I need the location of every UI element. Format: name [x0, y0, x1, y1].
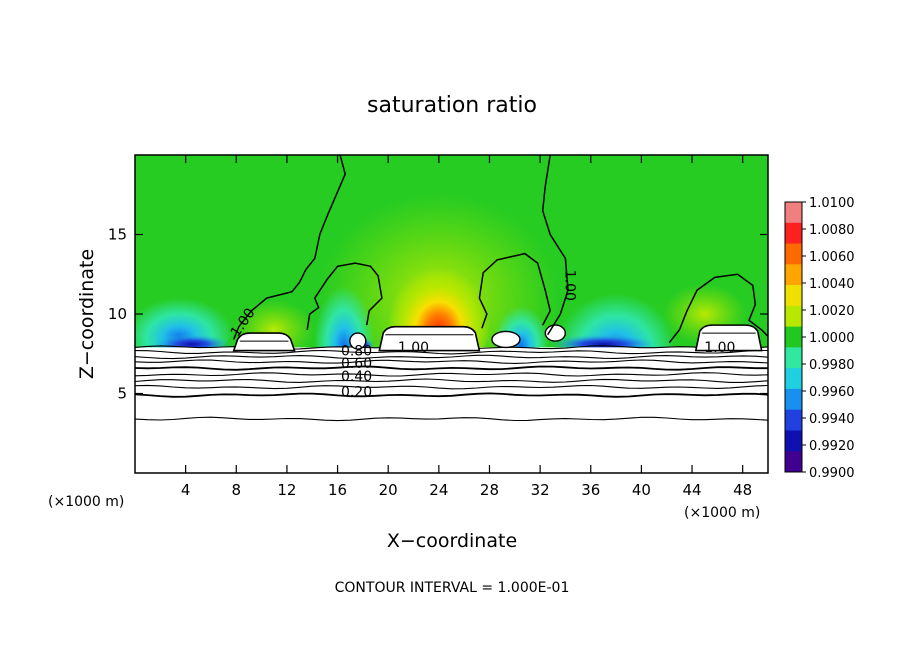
colorbar-swatch-9 [785, 388, 802, 411]
colorbar-label-0: 1.0100 [809, 196, 855, 211]
x-tick-label-4: 20 [379, 481, 398, 499]
y-tick-label-1: 10 [108, 305, 127, 323]
stable-contour-2 [135, 354, 768, 360]
colorbar-swatch-10 [785, 409, 802, 431]
contour-interval-note: CONTOUR INTERVAL = 1.000E-01 [335, 580, 570, 596]
colorbar-label-3: 1.0040 [809, 277, 855, 292]
x-tick-label-0: 4 [181, 481, 191, 499]
cloud-top-1 [378, 325, 481, 352]
colorbar-swatch-11 [785, 430, 802, 452]
contour-lines [233, 155, 768, 344]
colorbar-label-8: 0.9940 [809, 412, 855, 427]
colorbar-label-5: 1.0000 [809, 331, 855, 346]
x-tick-label-3: 16 [328, 481, 347, 499]
colorbar-swatch-2 [785, 243, 802, 265]
colorbar-swatch-0 [785, 202, 802, 224]
x-tick-label-11: 48 [733, 481, 752, 499]
colorbar-swatch-1 [785, 222, 802, 245]
contour-1-00-line-1 [306, 262, 383, 331]
stable-contour-8 [135, 392, 768, 398]
colorbar-swatch-8 [785, 368, 802, 390]
colorbar-label-9: 0.9920 [809, 439, 855, 454]
colorbar-label-1: 1.0080 [809, 223, 855, 238]
stable-contour-5 [135, 372, 768, 377]
contour-label-2: 1.00 [561, 270, 577, 301]
stable-contour-6 [135, 378, 768, 383]
stable-layer-region [135, 345, 768, 473]
colorbar-label-2: 1.0060 [809, 250, 855, 265]
colorbar-label-7: 0.9960 [809, 385, 855, 400]
x-tick-label-6: 28 [480, 481, 499, 499]
x-tick-label-1: 8 [232, 481, 242, 499]
x-unit-right: (×1000 m) [684, 505, 760, 521]
colorbar: 1.0100 1.0080 1.0060 1.0040 1.0020 1.0000 0.99… [784, 196, 855, 481]
contour-label-1: 1.00 [398, 340, 429, 356]
colorbar-swatch-6 [785, 326, 802, 348]
colorbar-label-10: 0.9900 [809, 466, 855, 481]
contour-label-7: 0.20 [341, 385, 372, 401]
stable-contour-9 [135, 416, 768, 422]
stable-contour-3 [135, 359, 768, 364]
cloud-top-region [232, 324, 763, 352]
colorbar-swatch-5 [785, 305, 802, 328]
stable-contour-4 [135, 365, 768, 371]
contour-label-3: 1.00 [704, 340, 735, 356]
small-cloud-0 [349, 332, 367, 350]
colorbar-swatch-7 [785, 347, 802, 369]
plot-area [135, 155, 768, 473]
contour-1-00-line-3 [541, 155, 569, 336]
contour-label-4: 0.80 [341, 343, 372, 359]
colorbar-swatch-3 [785, 264, 802, 286]
colorbar-swatch-4 [785, 285, 802, 307]
contour-1-00-line-0 [233, 155, 346, 340]
x-tick-label-2: 12 [277, 481, 296, 499]
y-tick-label-2: 15 [108, 226, 127, 244]
stable-contour-7 [135, 384, 768, 390]
x-tick-label-7: 32 [531, 481, 550, 499]
x-unit-left: (×1000 m) [48, 494, 124, 510]
contour-1-00-line-4 [668, 273, 768, 344]
y-axis-ticks: 5 10 15 [108, 226, 768, 403]
colorbar-swatch-12 [785, 451, 802, 473]
chart-title: saturation ratio [367, 93, 537, 118]
contour-label-6: 0.40 [341, 369, 372, 385]
colorbar-label-6: 0.9980 [809, 358, 855, 373]
y-axis-title: Z−coordinate [76, 249, 98, 379]
small-cloud-1 [491, 330, 521, 349]
x-tick-label-5: 24 [429, 481, 448, 499]
cloud-top-2 [694, 324, 763, 352]
contour-1-00-line-2 [478, 252, 551, 329]
cloud-top-0 [232, 332, 296, 352]
x-tick-label-8: 36 [581, 481, 600, 499]
stable-layer-fill [135, 347, 768, 473]
y-tick-label-0: 5 [117, 385, 127, 403]
x-axis-ticks: 4 8 12 16 20 24 28 32 36 40 44 48 [181, 155, 752, 499]
stable-contour-1 [135, 349, 768, 355]
x-axis-title: X−coordinate [387, 530, 517, 552]
x-tick-label-9: 40 [632, 481, 651, 499]
x-tick-label-10: 44 [682, 481, 701, 499]
contour-label-5: 0.60 [341, 356, 372, 372]
colorbar-label-4: 1.0020 [809, 304, 855, 319]
